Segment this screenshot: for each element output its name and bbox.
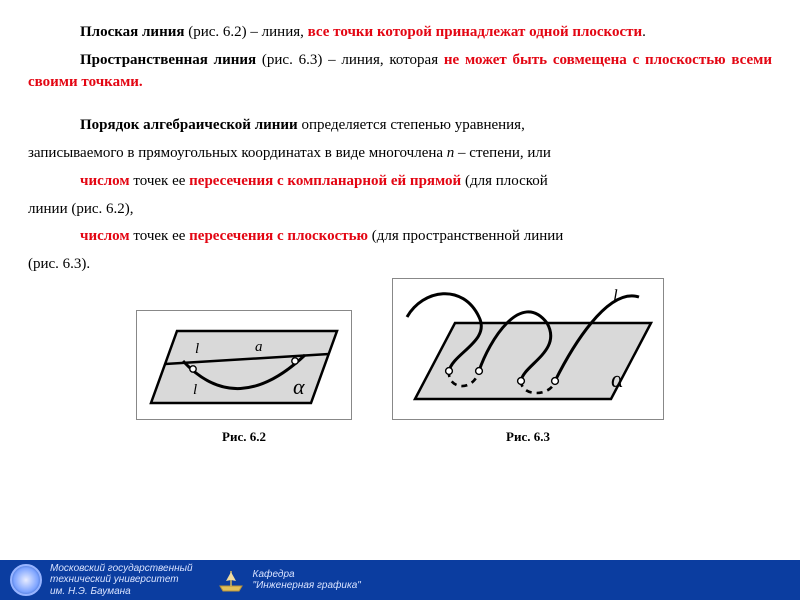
slide: Плоская линия (рис. 6.2) – линия, все то… [0,0,800,600]
text: (рис. 6.2) – линия, [184,24,307,40]
plane-line-1: числом точек ее пересечения с плоскостью… [28,226,772,248]
caption-6-3: Рис. 6.3 [506,428,550,447]
caption-6-2: Рис. 6.2 [222,428,266,447]
order-line-2: записываемого в прямоугольных координата… [28,143,772,165]
department-name: Кафедра "Инженерная графика" [253,569,361,592]
figure-6-3-svg: l α [393,279,663,419]
university-name: Московский государственный технический у… [50,563,193,598]
text: записываемого в прямоугольных координата… [28,145,447,161]
figure-6-3: l α Рис. 6.3 [392,278,664,447]
figure-6-2-svg: l a l α [137,311,351,419]
figures-row: l a l α Рис. 6.2 [28,278,772,447]
figure-6-3-box: l α [392,278,664,420]
intersection-point [190,366,196,372]
intersection-point [552,377,559,384]
dep-line-1: Кафедра [253,569,361,581]
text: (рис. 6.3) – линия, которая [256,52,444,68]
text: точек ее [130,173,190,189]
label-alpha: α [293,374,305,399]
label-alpha: α [611,367,624,393]
term-order: Порядок алгебраической линии [80,117,298,133]
term-flat-prop: все точки которой принадлежат одной плос… [308,24,643,40]
ship-icon [217,568,245,592]
term-flat: Плоская линия [80,24,184,40]
def-flat-line: Плоская линия (рис. 6.2) – линия, все то… [28,22,772,44]
hl-number-2: числом [80,228,130,244]
intersection-point [476,367,483,374]
figure-6-2-box: l a l α [136,310,352,420]
intersection-point [518,377,525,384]
university-emblem-icon [10,564,42,596]
intersection-point [446,367,453,374]
term-space: Пространственная линия [80,52,256,68]
plane-alpha [151,331,337,403]
label-l2: l [193,382,197,398]
hl-number-1: числом [80,173,130,189]
hl-coplanar: пересечения с компланарной ей прямой [189,173,461,189]
hl-plane: пересечения с плоскостью [189,228,368,244]
uni-line-1: Московский государственный [50,563,193,575]
plane-line-2: (рис. 6.3). [28,254,772,276]
content-area: Плоская линия (рис. 6.2) – линия, все то… [0,0,800,447]
def-space-line: Пространственная линия (рис. 6.3) – лини… [28,50,772,94]
footer-bar: Московский государственный технический у… [0,560,800,600]
coplanar-line-1: числом точек ее пересечения с компланарн… [28,171,772,193]
order-line-1: Порядок алгебраической линии определяетс… [28,115,772,137]
label-l: l [195,341,199,357]
text: (для пространственной линии [368,228,563,244]
figure-6-2: l a l α Рис. 6.2 [136,310,352,447]
text: определяется степенью уравнения, [298,117,525,133]
uni-line-2: технический университет [50,574,193,586]
intersection-point [292,358,298,364]
text: точек ее [130,228,190,244]
text: (рис. 6.3). [28,256,90,272]
text: – степени, или [454,145,551,161]
label-l: l [613,286,618,305]
coplanar-line-2: линии (рис. 6.2), [28,199,772,221]
text: . [642,24,646,40]
uni-line-3: им. Н.Э. Баумана [50,586,193,598]
text: (для плоской [461,173,548,189]
text: линии (рис. 6.2), [28,201,134,217]
label-a: a [255,339,263,355]
dep-line-2: "Инженерная графика" [253,580,361,592]
